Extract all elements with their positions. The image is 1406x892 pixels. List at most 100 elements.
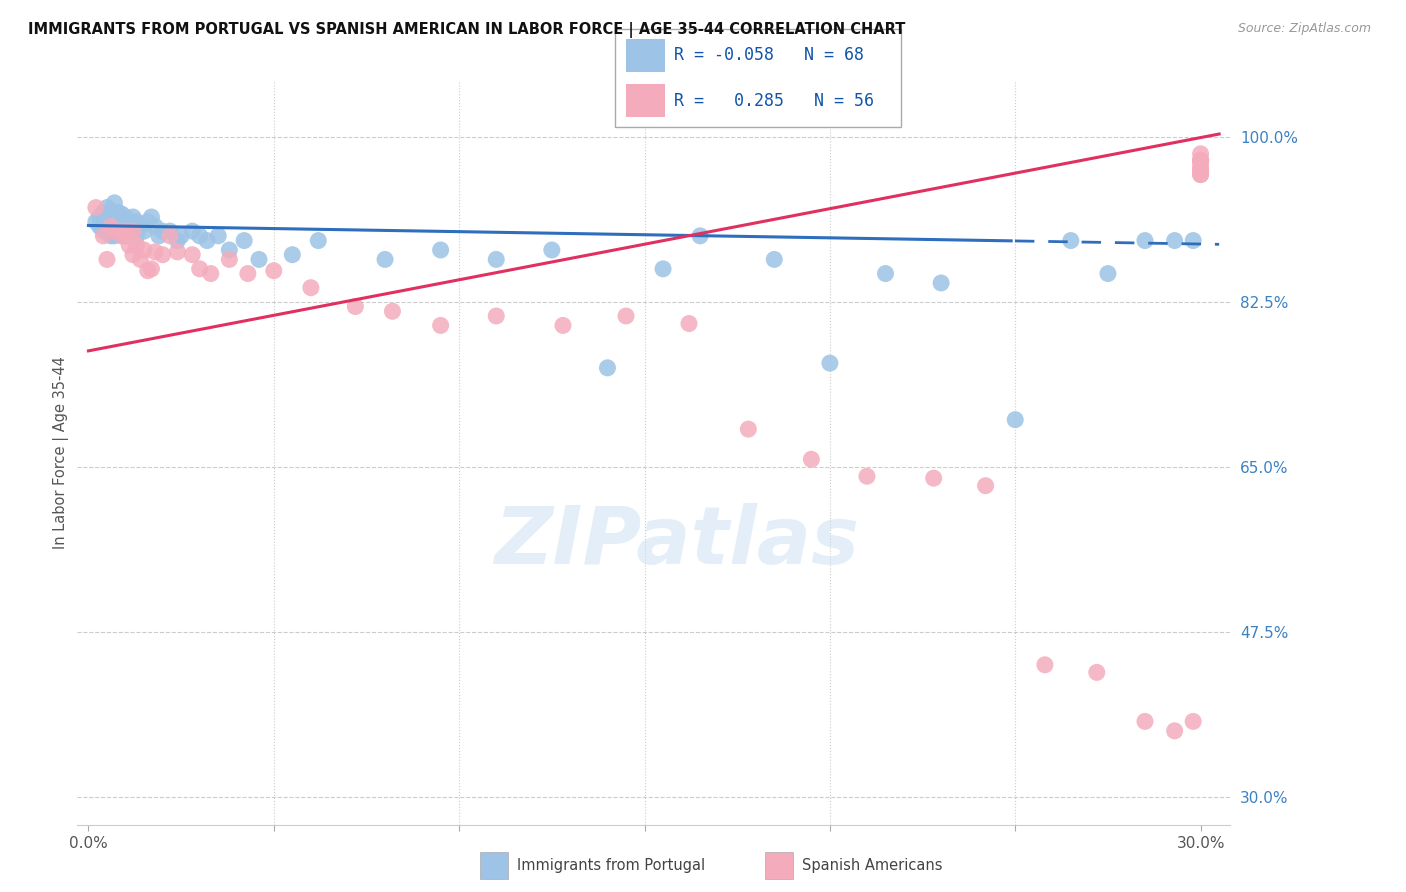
Point (188, 261, 211, 276)
Point (974, 478, 997, 492)
Point (1163, 723, 1185, 738)
Point (141, 261, 163, 276)
Point (596, 360, 619, 375)
Point (166, 234, 188, 248)
Point (143, 244, 166, 259)
Point (107, 224, 129, 238)
Point (1085, 665, 1108, 680)
Point (91, 224, 114, 238)
Point (763, 252, 786, 267)
Point (1133, 234, 1156, 248)
Point (218, 252, 240, 267)
Point (122, 224, 145, 238)
Point (551, 318, 574, 333)
Point (1189, 153, 1212, 168)
Point (114, 210, 136, 224)
Point (200, 267, 222, 281)
Point (111, 228, 134, 243)
Point (122, 210, 145, 224)
Point (170, 228, 193, 243)
Point (263, 264, 285, 278)
Bar (481, 852, 508, 879)
Point (381, 304, 404, 318)
Point (100, 224, 122, 238)
Point (148, 228, 170, 243)
Point (100, 228, 122, 243)
Point (118, 238, 141, 252)
Point (236, 267, 259, 281)
Point (122, 224, 145, 238)
Point (91, 205, 114, 219)
Text: Source: ZipAtlas.com: Source: ZipAtlas.com (1237, 22, 1371, 36)
Point (166, 244, 188, 259)
Point (1189, 153, 1212, 168)
Point (84, 201, 107, 215)
Point (307, 234, 329, 248)
Point (103, 219, 125, 234)
Point (929, 276, 952, 290)
Point (800, 452, 823, 467)
Point (96, 252, 118, 267)
Point (181, 248, 204, 262)
Text: R = -0.058   N = 68: R = -0.058 N = 68 (673, 46, 863, 64)
Point (1004, 413, 1026, 427)
Point (129, 219, 152, 234)
Point (118, 215, 141, 229)
FancyBboxPatch shape (614, 29, 901, 128)
Point (678, 317, 700, 331)
Point (1189, 168, 1212, 182)
Point (107, 215, 129, 229)
Point (125, 215, 148, 229)
Point (114, 228, 136, 243)
Point (118, 228, 141, 243)
Point (856, 469, 879, 483)
Point (429, 243, 451, 257)
Point (114, 224, 136, 238)
Point (143, 219, 166, 234)
Point (218, 243, 240, 257)
Point (141, 210, 163, 224)
Point (1189, 162, 1212, 177)
FancyBboxPatch shape (627, 39, 665, 72)
Point (96, 210, 118, 224)
Point (91, 228, 114, 243)
Point (96, 219, 118, 234)
Point (132, 243, 155, 257)
Point (132, 224, 155, 238)
Point (614, 309, 637, 323)
Point (100, 215, 122, 229)
Point (111, 219, 134, 234)
Point (100, 219, 122, 234)
Point (1163, 234, 1185, 248)
Point (103, 195, 125, 210)
Point (1033, 657, 1056, 672)
Point (107, 205, 129, 219)
Point (299, 281, 322, 295)
Point (652, 261, 675, 276)
Point (344, 300, 367, 314)
Point (1189, 162, 1212, 177)
Point (159, 228, 181, 243)
Point (1189, 158, 1212, 172)
Point (1189, 153, 1212, 168)
Point (737, 422, 759, 436)
Point (485, 309, 508, 323)
Point (374, 252, 396, 267)
Text: R =   0.285   N = 56: R = 0.285 N = 56 (673, 92, 873, 110)
Point (100, 205, 122, 219)
Point (118, 224, 141, 238)
Point (1060, 234, 1083, 248)
Point (89, 210, 111, 224)
Point (689, 228, 711, 243)
Point (114, 219, 136, 234)
Point (1182, 234, 1205, 248)
Point (159, 224, 181, 238)
Point (1189, 153, 1212, 168)
Text: IMMIGRANTS FROM PORTUGAL VS SPANISH AMERICAN IN LABOR FORCE | AGE 35-44 CORRELAT: IMMIGRANTS FROM PORTUGAL VS SPANISH AMER… (28, 22, 905, 38)
Point (818, 356, 841, 370)
Point (1189, 168, 1212, 182)
Point (181, 224, 204, 238)
Point (1097, 267, 1119, 281)
Point (188, 228, 211, 243)
Point (152, 248, 174, 262)
